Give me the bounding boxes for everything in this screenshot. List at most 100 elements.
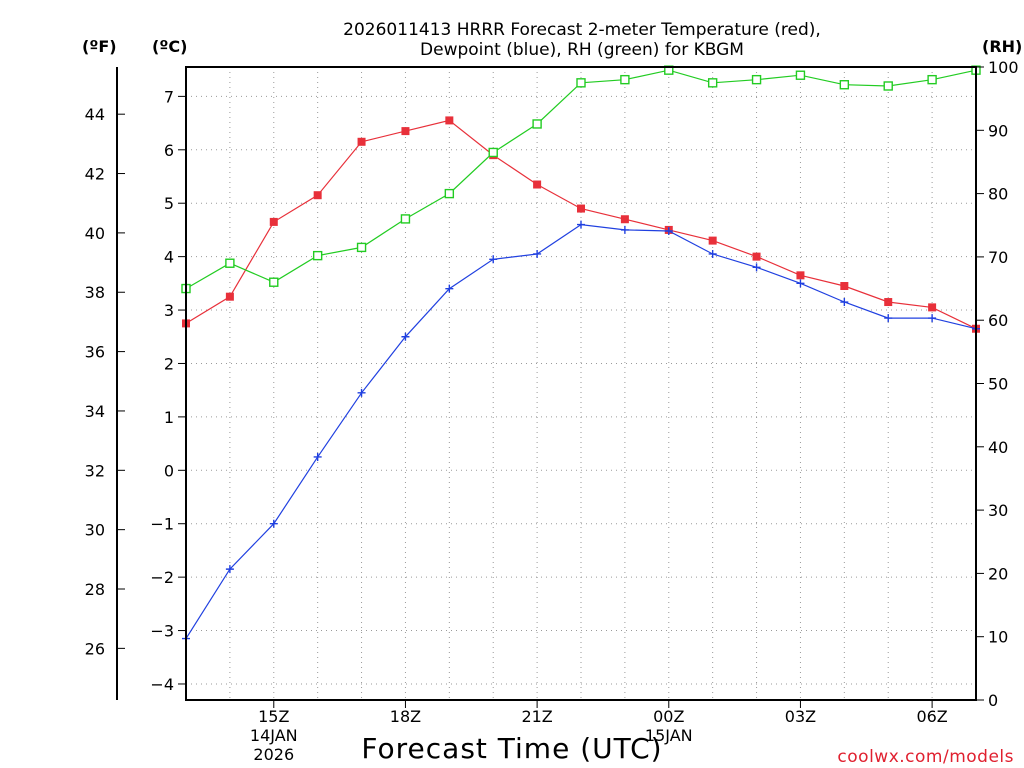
dewpoint-point — [401, 332, 410, 341]
rh-tick-label: 20 — [988, 564, 1008, 583]
temperature-point — [357, 137, 366, 146]
dewpoint-point — [533, 249, 542, 258]
temperature-point — [840, 282, 849, 291]
rh-point — [839, 80, 850, 90]
celsius-tick-label: 2 — [164, 354, 174, 373]
temperature-point — [620, 215, 629, 224]
rh-point — [356, 242, 367, 253]
gridlines — [186, 67, 976, 700]
temperature-point — [313, 191, 322, 200]
rh-tick-label: 30 — [988, 501, 1008, 520]
celsius-tick-label: 5 — [164, 194, 174, 213]
x-tick-year-label: 2026 — [253, 745, 294, 764]
celsius-tick-label: −1 — [150, 515, 174, 534]
x-axis-label: Forecast Time (UTC) — [361, 732, 662, 765]
rh-point — [795, 70, 806, 80]
x-tick-label: 18Z — [390, 707, 421, 726]
chart-title-line-1: 2026011413 HRRR Forecast 2-meter Tempera… — [343, 20, 821, 40]
rh-tick-label: 0 — [988, 691, 998, 710]
rh-point — [444, 188, 455, 199]
fahrenheit-tick-label: 34 — [85, 402, 105, 421]
fahrenheit-tick-label: 42 — [85, 165, 105, 184]
rh-point — [225, 258, 235, 268]
dewpoint-point — [313, 452, 322, 461]
rh-point — [927, 74, 937, 85]
celsius-tick-label: −2 — [150, 568, 174, 587]
dewpoint-point — [225, 565, 234, 574]
axes: −4−3−2−101234567262830323436384042440102… — [85, 58, 1019, 764]
temperature-point — [533, 180, 542, 189]
rh-point — [751, 74, 762, 85]
rh-point — [532, 119, 542, 129]
rh-point — [269, 277, 279, 287]
dewpoint-point — [796, 279, 805, 288]
temperature-point — [401, 127, 410, 136]
temperature-point — [577, 204, 585, 213]
dewpoint-point — [708, 249, 717, 258]
fahrenheit-tick-label: 36 — [85, 343, 105, 362]
celsius-tick-label: −3 — [150, 622, 174, 641]
rh-point — [576, 78, 586, 88]
dewpoint-point — [928, 314, 937, 323]
x-tick-date-label: 15JAN — [645, 726, 693, 745]
dewpoint-point — [620, 225, 629, 234]
dewpoint-point — [664, 226, 673, 235]
temperature-point — [752, 252, 761, 261]
series-group — [181, 65, 981, 643]
rh-point — [312, 250, 323, 261]
x-tick-date-label: 14JAN — [250, 726, 298, 745]
dewpoint-point — [884, 314, 893, 323]
x-tick-label: 00Z — [653, 707, 684, 726]
temperature-point — [796, 271, 805, 280]
plot-frame — [185, 66, 977, 701]
rh-unit-label: (RH) — [982, 37, 1022, 56]
dewpoint-point — [489, 255, 498, 264]
rh-point — [883, 81, 893, 91]
x-tick-label: 21Z — [521, 707, 552, 726]
celsius-tick-label: 6 — [164, 141, 174, 160]
dewpoint-point — [269, 519, 278, 528]
temperature-point — [928, 303, 937, 312]
rh-tick-label: 70 — [988, 248, 1008, 267]
x-tick-label: 03Z — [785, 707, 816, 726]
rh-tick-label: 90 — [988, 121, 1008, 140]
temperature-point — [225, 292, 234, 301]
rh-tick-label: 40 — [988, 438, 1008, 457]
chart-title-line-2: Dewpoint (blue), RH (green) for KBGM — [420, 40, 744, 60]
fahrenheit-tick-label: 44 — [85, 105, 105, 124]
dewpoint-line — [185, 223, 977, 639]
rh-point — [707, 78, 718, 88]
celsius-tick-label: 3 — [164, 301, 174, 320]
temperature-point — [708, 236, 717, 245]
rh-tick-label: 10 — [988, 628, 1008, 647]
celsius-unit-label: (ºC) — [152, 37, 187, 56]
dewpoint-point — [752, 263, 761, 272]
dewpoint-point — [840, 298, 849, 307]
x-tick-label: 06Z — [916, 707, 947, 726]
rh-point — [488, 147, 498, 158]
celsius-tick-label: 7 — [164, 87, 174, 106]
fahrenheit-tick-label: 28 — [85, 580, 105, 599]
fahrenheit-tick-label: 30 — [85, 521, 105, 540]
temperature-point — [269, 217, 278, 226]
celsius-tick-label: 1 — [164, 408, 174, 427]
fahrenheit-tick-label: 38 — [85, 283, 105, 302]
celsius-tick-label: −4 — [150, 675, 174, 694]
rh-tick-label: 80 — [988, 185, 1008, 204]
celsius-tick-label: 0 — [164, 461, 174, 480]
celsius-tick-label: 4 — [164, 248, 174, 267]
dewpoint-point — [357, 388, 366, 397]
dewpoint-point — [445, 284, 454, 293]
rh-tick-label: 100 — [988, 58, 1019, 77]
x-tick-label: 15Z — [258, 707, 289, 726]
fahrenheit-tick-label: 26 — [85, 639, 105, 658]
fahrenheit-unit-label: (ºF) — [82, 37, 117, 56]
fahrenheit-tick-label: 40 — [85, 224, 105, 243]
fahrenheit-tick-label: 32 — [85, 461, 105, 480]
rh-point — [400, 214, 411, 224]
credit-text: coolwx.com/models — [837, 747, 1014, 767]
rh-tick-label: 50 — [988, 375, 1008, 394]
temperature-point — [445, 116, 454, 125]
rh-tick-label: 60 — [988, 311, 1008, 330]
